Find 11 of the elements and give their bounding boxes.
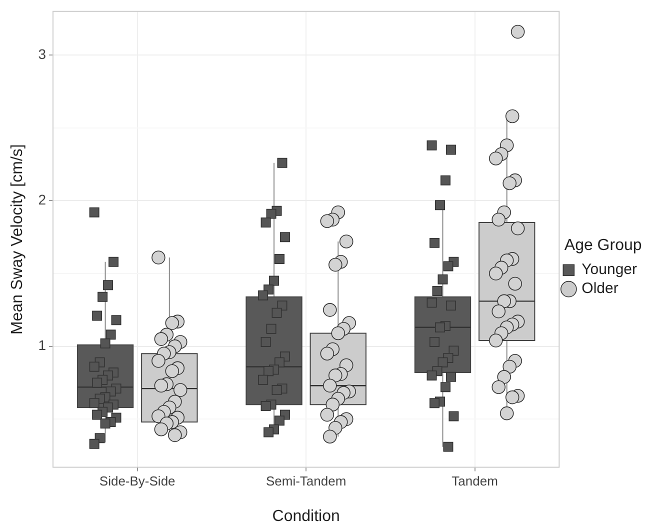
y-axis-title: Mean Sway Velocity [cm/s] bbox=[9, 144, 26, 334]
x-tick-label: Tandem bbox=[452, 474, 498, 489]
y-tick-label: 1 bbox=[38, 337, 46, 354]
legend-label: Older bbox=[582, 280, 618, 298]
legend-title: Age Group bbox=[564, 236, 642, 254]
x-tick-label: Side-By-Side bbox=[99, 474, 176, 489]
x-axis-title: Condition bbox=[272, 508, 340, 525]
x-tick-label: Semi-Tandem bbox=[266, 474, 346, 489]
y-tick-label: 2 bbox=[38, 192, 46, 208]
legend-label: Younger bbox=[582, 261, 638, 278]
y-tick-label: 3 bbox=[38, 46, 46, 62]
